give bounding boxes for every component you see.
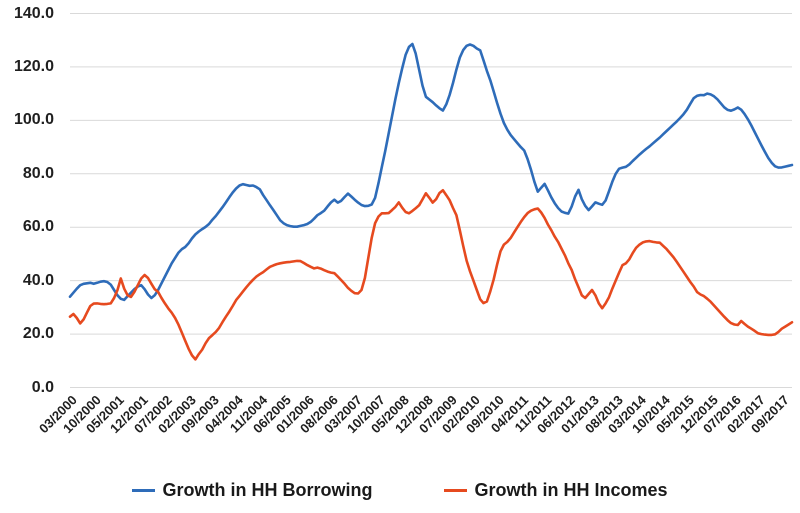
series-line-hh-borrowing [68,42,794,302]
plot-area [68,13,794,388]
borrowing-line-swatch [132,488,156,492]
y-axis-tick-label: 40.0 [22,271,54,289]
y-axis-tick-label: 100.0 [13,111,54,129]
y-axis-tick-label: 0.0 [31,378,54,396]
y-axis-tick-label: 20.0 [22,325,54,343]
incomes-line-swatch [444,488,468,492]
y-axis-tick-label: 120.0 [13,57,54,75]
legend-label-borrowing: Growth in HH Borrowing [162,479,373,500]
legend: Growth in HH Borrowing Growth in HH Inco… [0,474,800,506]
legend-item-hh-incomes: Growth in HH Incomes [444,479,668,501]
y-axis-tick-label: 140.0 [13,4,54,22]
legend-item-hh-borrowing: Growth in HH Borrowing [132,480,372,501]
series-line-hh-incomes [68,189,794,361]
legend-label-incomes: Growth in HH Incomes [474,479,668,500]
y-axis-tick-label: 80.0 [22,164,54,182]
y-axis-tick-label: 60.0 [22,218,54,236]
